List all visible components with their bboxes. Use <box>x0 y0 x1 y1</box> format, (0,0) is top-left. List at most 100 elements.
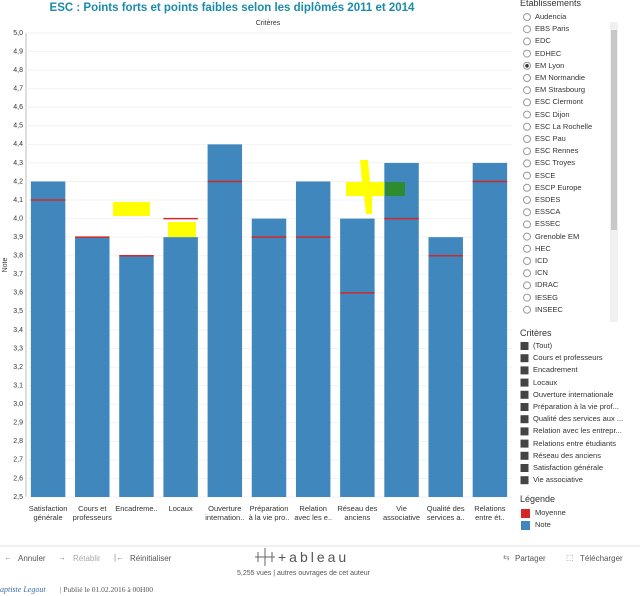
filter-option[interactable]: ESC Dijon <box>535 109 570 119</box>
filter-option[interactable]: ESSCA <box>535 207 561 217</box>
y-tick-label: 4,8 <box>13 67 23 74</box>
undo-button[interactable]: Annuler <box>18 554 46 563</box>
filter-option[interactable]: EM Strasbourg <box>535 85 586 95</box>
y-tick-label: 3,6 <box>13 290 23 297</box>
x-tick-label: Relations entre ét.. <box>474 504 506 522</box>
filter-option[interactable]: Grenoble EM <box>535 231 580 241</box>
legend-label: Moyenne <box>535 508 566 517</box>
radio-button <box>523 244 531 253</box>
legend-swatch <box>521 521 530 530</box>
radio-button <box>523 37 531 46</box>
checkbox <box>520 427 529 436</box>
y-tick-label: 3,4 <box>13 327 23 334</box>
x-tick-label: Vie associative <box>382 504 421 522</box>
reset-button[interactable]: Réinitialiser <box>130 554 172 563</box>
highlight <box>113 202 150 216</box>
share-button[interactable]: Partager <box>515 554 546 563</box>
chart-title: ESC : Points forts et points faibles sel… <box>50 2 416 14</box>
filter-option[interactable]: ESC Clermont <box>535 97 583 107</box>
filter-option[interactable]: (Tout) <box>533 341 553 350</box>
filter-option[interactable]: Ouverture internationale <box>533 389 614 399</box>
filter-option[interactable]: ESC Troyes <box>535 158 576 168</box>
filter-option[interactable]: IESEG <box>535 292 558 302</box>
filter-option[interactable]: EDC <box>535 36 551 46</box>
filter-option[interactable]: Cours et professeurs <box>533 353 603 363</box>
filter-option[interactable]: ICN <box>535 268 548 278</box>
filter-option[interactable]: INSEEC <box>535 304 563 314</box>
filter-option[interactable]: Satisfaction générale <box>533 463 604 472</box>
bar <box>295 181 331 498</box>
x-tick-label: Locaux <box>168 504 193 513</box>
filter-option[interactable]: EM Normandie <box>535 73 586 82</box>
filter-option[interactable]: Préparation à la vie prof... <box>533 402 619 411</box>
filter-option[interactable]: ESC Rennes <box>535 146 579 156</box>
radio-button <box>523 25 531 34</box>
filter-option[interactable]: ESDES <box>535 195 561 204</box>
highlight <box>385 182 405 196</box>
y-tick-label: 4,1 <box>13 197 23 204</box>
bar <box>75 237 110 497</box>
filter-option[interactable]: EM Lyon <box>535 60 565 70</box>
filter-option[interactable]: Encadrement <box>533 365 578 375</box>
filter-option[interactable]: ESSEC <box>535 219 561 229</box>
filter-option[interactable]: ESC Pau <box>535 134 566 143</box>
filter-option[interactable]: Qualité des services aux ... <box>533 414 624 424</box>
x-tick-label: Relation avec les e.. <box>294 504 333 522</box>
filter-option[interactable]: IDRAC <box>535 280 559 290</box>
bar <box>472 162 508 498</box>
download-button[interactable]: Télécharger <box>580 554 623 563</box>
redo-button[interactable]: Rétablir <box>73 554 101 563</box>
x-tick-label: Préparation à la vie pro.. <box>248 504 290 522</box>
radio-button <box>523 98 531 107</box>
filter-option[interactable]: EBS Paris <box>535 24 570 34</box>
filter-option[interactable]: ESCP Europe <box>535 182 582 192</box>
y-tick-label: 4,0 <box>13 215 23 222</box>
y-tick-label: 3,1 <box>13 382 23 389</box>
filter-option[interactable]: Locaux <box>533 377 558 387</box>
filter-option[interactable]: Réseau des anciens <box>533 450 601 460</box>
filter-title: Critères <box>520 328 552 338</box>
filter-option[interactable]: ESCE <box>535 170 556 180</box>
views[interactable]: 5,255 vues | autres ouvrages de cet aute… <box>237 570 370 577</box>
radio-button <box>523 110 531 119</box>
toolbar-icon: ← <box>4 553 12 562</box>
filter-option[interactable]: Relations entre étudiants <box>533 438 616 448</box>
radio-button <box>523 135 531 143</box>
x-tick-label: Qualité des services a.. <box>426 504 465 522</box>
filter-option[interactable]: EDHEC <box>535 48 562 58</box>
filter-option[interactable]: Relation avec les entrepr... <box>533 426 622 436</box>
y-tick-label: 4,6 <box>13 104 23 111</box>
radio-button <box>523 13 531 21</box>
y-tick-label: 3,5 <box>13 308 23 315</box>
y-tick-label: 5,0 <box>13 30 23 37</box>
filter-option[interactable]: Audencia <box>535 12 567 21</box>
bar <box>428 237 463 497</box>
toolbar-icon: ⇆ <box>503 553 510 562</box>
y-tick-label: 3,7 <box>13 271 23 278</box>
radio-button <box>523 86 531 95</box>
bar <box>384 162 419 498</box>
x-tick-label: Encadreme.. <box>115 504 158 513</box>
radio-button <box>523 220 531 229</box>
checkbox <box>520 439 529 448</box>
footer-date: | Publié le 01.02.2016 à 00H00 <box>60 585 153 594</box>
filter-option[interactable]: Vie associative <box>533 475 583 485</box>
checkbox <box>520 390 529 399</box>
y-tick-label: 4,9 <box>13 48 23 55</box>
x-tick-label: Ouverture internation.. <box>205 504 245 522</box>
logo: +ableau <box>278 549 350 565</box>
radio-button <box>523 74 531 82</box>
x-axis-title: Critères <box>256 20 281 27</box>
filter-option[interactable]: ESC La Rochelle <box>535 121 593 131</box>
scrollbar-thumb[interactable] <box>611 30 617 230</box>
y-tick-label: 2,6 <box>13 475 23 482</box>
radio-dot <box>525 64 529 68</box>
filter-option[interactable]: ICD <box>535 256 548 265</box>
y-tick-label: 3,2 <box>13 364 23 371</box>
y-tick-label: 2,8 <box>13 438 23 445</box>
checkbox <box>520 378 529 387</box>
checkbox <box>520 354 529 363</box>
filter-option[interactable]: HEC <box>535 243 551 253</box>
radio-button <box>523 171 531 180</box>
